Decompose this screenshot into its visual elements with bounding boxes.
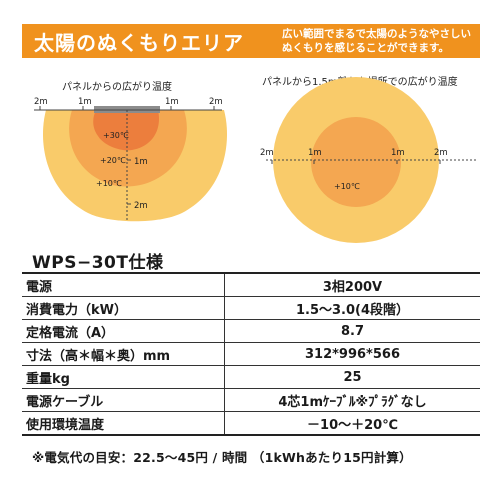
banner-description: 広い範囲でまるで太陽のようなやさしい ぬくもりを感じることができます。: [282, 27, 478, 55]
table-row: 重量kg 25: [22, 365, 480, 389]
left-depth-label-1m: 1m: [134, 157, 148, 167]
inner-warm-circle: [311, 117, 401, 207]
temp-label-plus-20: +20℃: [100, 156, 126, 165]
right-axis-label-1m-right: 1m: [391, 148, 405, 158]
temp-label-plus-30: +30℃: [103, 131, 129, 140]
right-axis-label-2m-right: 2m: [434, 148, 448, 158]
spec-label: 定格電流（A）: [22, 319, 225, 343]
left-axis-label-1m-left: 1m: [78, 97, 92, 107]
spec-value: 3相200V: [224, 272, 480, 297]
spec-label: 使用環境温度: [22, 411, 225, 436]
table-row: 電源ケーブル 4芯1mｹｰﾌﾞﾙ※ﾌﾟﾗｸﾞなし: [22, 388, 480, 412]
table-row: 消費電力（kW） 1.5～3.0(4段階）: [22, 296, 480, 320]
right-axis-label-2m-left: 2m: [260, 148, 274, 158]
spec-value: 1.5～3.0(4段階）: [224, 296, 480, 320]
table-row: 定格電流（A） 8.7: [22, 319, 480, 343]
right-axis-label-1m-left: 1m: [308, 148, 322, 158]
spec-value: 8.7: [224, 319, 480, 343]
left-axis-label-1m-right: 1m: [165, 97, 179, 107]
spec-label: 電源ケーブル: [22, 388, 225, 412]
warmth-area-banner: 太陽のぬくもりエリア 広い範囲でまるで太陽のようなやさしい ぬくもりを感じること…: [22, 24, 480, 58]
left-axis-label-2m-right: 2m: [209, 97, 223, 107]
right-temp-label-plus-10: +10℃: [334, 182, 360, 191]
banner-title: 太陽のぬくもりエリア: [34, 31, 244, 55]
table-row: 電源 3相200V: [22, 272, 480, 297]
temp-label-plus-10: +10℃: [96, 179, 122, 188]
electricity-cost-footnote: ※電気代の目安：22.5～45円 / 時間 （1kWhあたり15円計算）: [32, 450, 412, 465]
banner-description-line-1: 広い範囲でまるで太陽のようなやさしい: [282, 28, 471, 40]
distance-spread-diagram: 2m 1m 1m 2m +10℃: [260, 77, 476, 243]
spec-value: 4芯1mｹｰﾌﾞﾙ※ﾌﾟﾗｸﾞなし: [224, 388, 480, 412]
left-diagram-caption: パネルからの広がり温度: [62, 82, 172, 93]
table-row: 使用環境温度 －10～＋20℃: [22, 411, 480, 436]
left-depth-label-2m: 2m: [134, 201, 148, 211]
panel-spread-diagram: 2m 1m 1m 2m 1m 2m +30℃ +20℃ +10℃: [34, 97, 228, 222]
spec-label: 電源: [22, 272, 225, 297]
spec-title: WPS−30T仕様: [32, 253, 164, 273]
table-row: 寸法（高＊幅＊奥）mm 312*996*566: [22, 342, 480, 366]
spec-label: 消費電力（kW）: [22, 296, 225, 320]
spec-label: 重量kg: [22, 365, 225, 389]
spec-value: －10～＋20℃: [224, 411, 480, 436]
inner-hot-zone: [93, 110, 159, 151]
spec-label: 寸法（高＊幅＊奥）mm: [22, 342, 225, 366]
spec-value: 312*996*566: [224, 342, 480, 366]
spec-table: 電源 3相200V 消費電力（kW） 1.5～3.0(4段階） 定格電流（A） …: [22, 272, 480, 436]
banner-description-line-2: ぬくもりを感じることができます。: [282, 42, 449, 54]
left-axis-label-2m-left: 2m: [34, 97, 48, 107]
spec-value: 25: [224, 365, 480, 389]
